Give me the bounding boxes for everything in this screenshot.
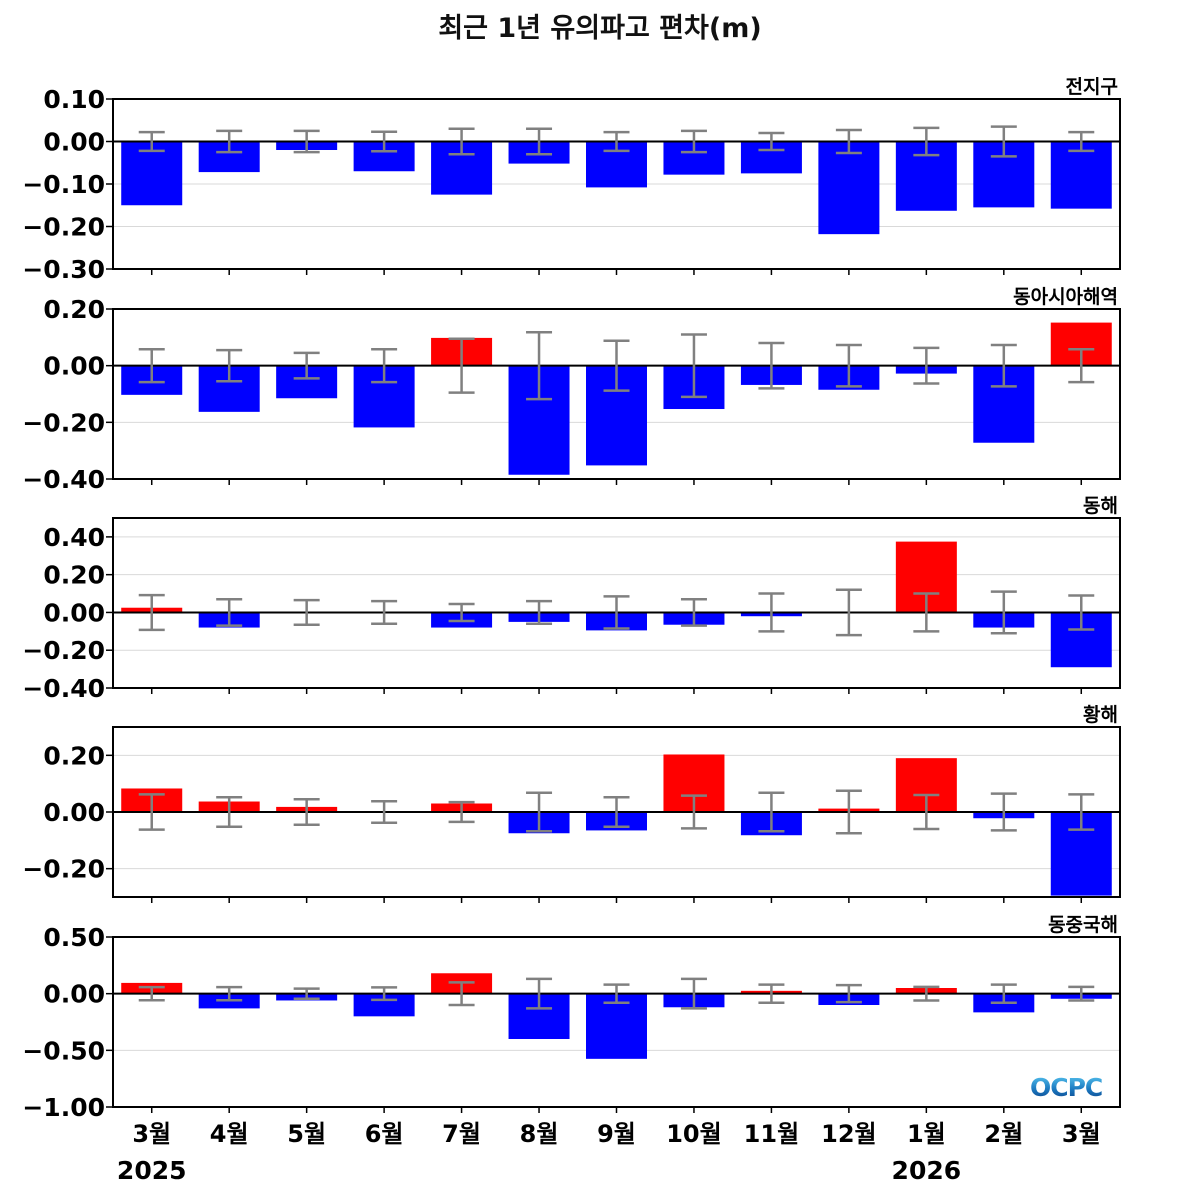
bar — [353, 993, 415, 1017]
y-tick-label: 0.00 — [43, 980, 105, 1009]
y-tick-label: −0.50 — [22, 1036, 105, 1065]
y-tick-label: 0.50 — [43, 923, 105, 952]
year-label: 2026 — [892, 1156, 962, 1185]
x-tick-label: 8월 — [520, 1120, 559, 1148]
y-tick-label: 0.00 — [43, 352, 105, 381]
year-label: 2025 — [117, 1156, 187, 1185]
y-tick-label: 0.10 — [43, 85, 105, 114]
x-tick-label: 5월 — [287, 1120, 326, 1148]
y-tick-label: −0.20 — [22, 213, 105, 242]
y-tick-label: 0.20 — [43, 295, 105, 324]
x-tick-label: 12월 — [821, 1120, 876, 1148]
y-tick-label: −1.00 — [22, 1093, 105, 1122]
panel-label: 전지구 — [1066, 76, 1118, 98]
y-tick-label: 0.00 — [43, 598, 105, 627]
x-tick-label: 4월 — [210, 1120, 249, 1148]
bar — [1050, 141, 1112, 209]
y-tick-label: 0.20 — [43, 561, 105, 590]
y-tick-label: 0.40 — [43, 523, 105, 552]
x-tick-label: 6월 — [365, 1120, 404, 1148]
y-tick-label: −0.10 — [22, 170, 105, 199]
x-tick-label: 7월 — [442, 1120, 481, 1148]
y-tick-label: 0.00 — [43, 798, 105, 827]
panel-label: 동중국해 — [1048, 914, 1118, 936]
y-tick-label: −0.20 — [22, 855, 105, 884]
y-tick-label: −0.40 — [22, 465, 105, 494]
x-tick-label: 11월 — [744, 1120, 799, 1148]
x-tick-label: 1월 — [907, 1120, 946, 1148]
bar — [818, 141, 880, 235]
panel-label: 동해 — [1083, 495, 1118, 517]
x-tick-label: 3월 — [132, 1120, 171, 1148]
y-tick-label: −0.20 — [22, 636, 105, 665]
panel-label: 동아시아해역 — [1013, 286, 1118, 308]
y-tick-label: −0.40 — [22, 674, 105, 703]
x-tick-label: 10월 — [666, 1120, 721, 1148]
panel-label: 황해 — [1083, 703, 1118, 726]
y-tick-label: 0.00 — [43, 128, 105, 157]
x-tick-label: 2월 — [984, 1120, 1023, 1148]
ocpc-logo: OCPC — [1030, 1074, 1110, 1102]
y-tick-label: −0.30 — [22, 255, 105, 284]
y-tick-label: −0.20 — [22, 408, 105, 437]
x-tick-label: 3월 — [1062, 1120, 1101, 1148]
chart-title: 최근 1년 유의파고 편차(m) — [438, 13, 762, 44]
x-tick-label: 9월 — [597, 1120, 636, 1148]
bar — [121, 141, 183, 206]
y-tick-label: 0.20 — [43, 741, 105, 770]
bar — [586, 993, 647, 1059]
